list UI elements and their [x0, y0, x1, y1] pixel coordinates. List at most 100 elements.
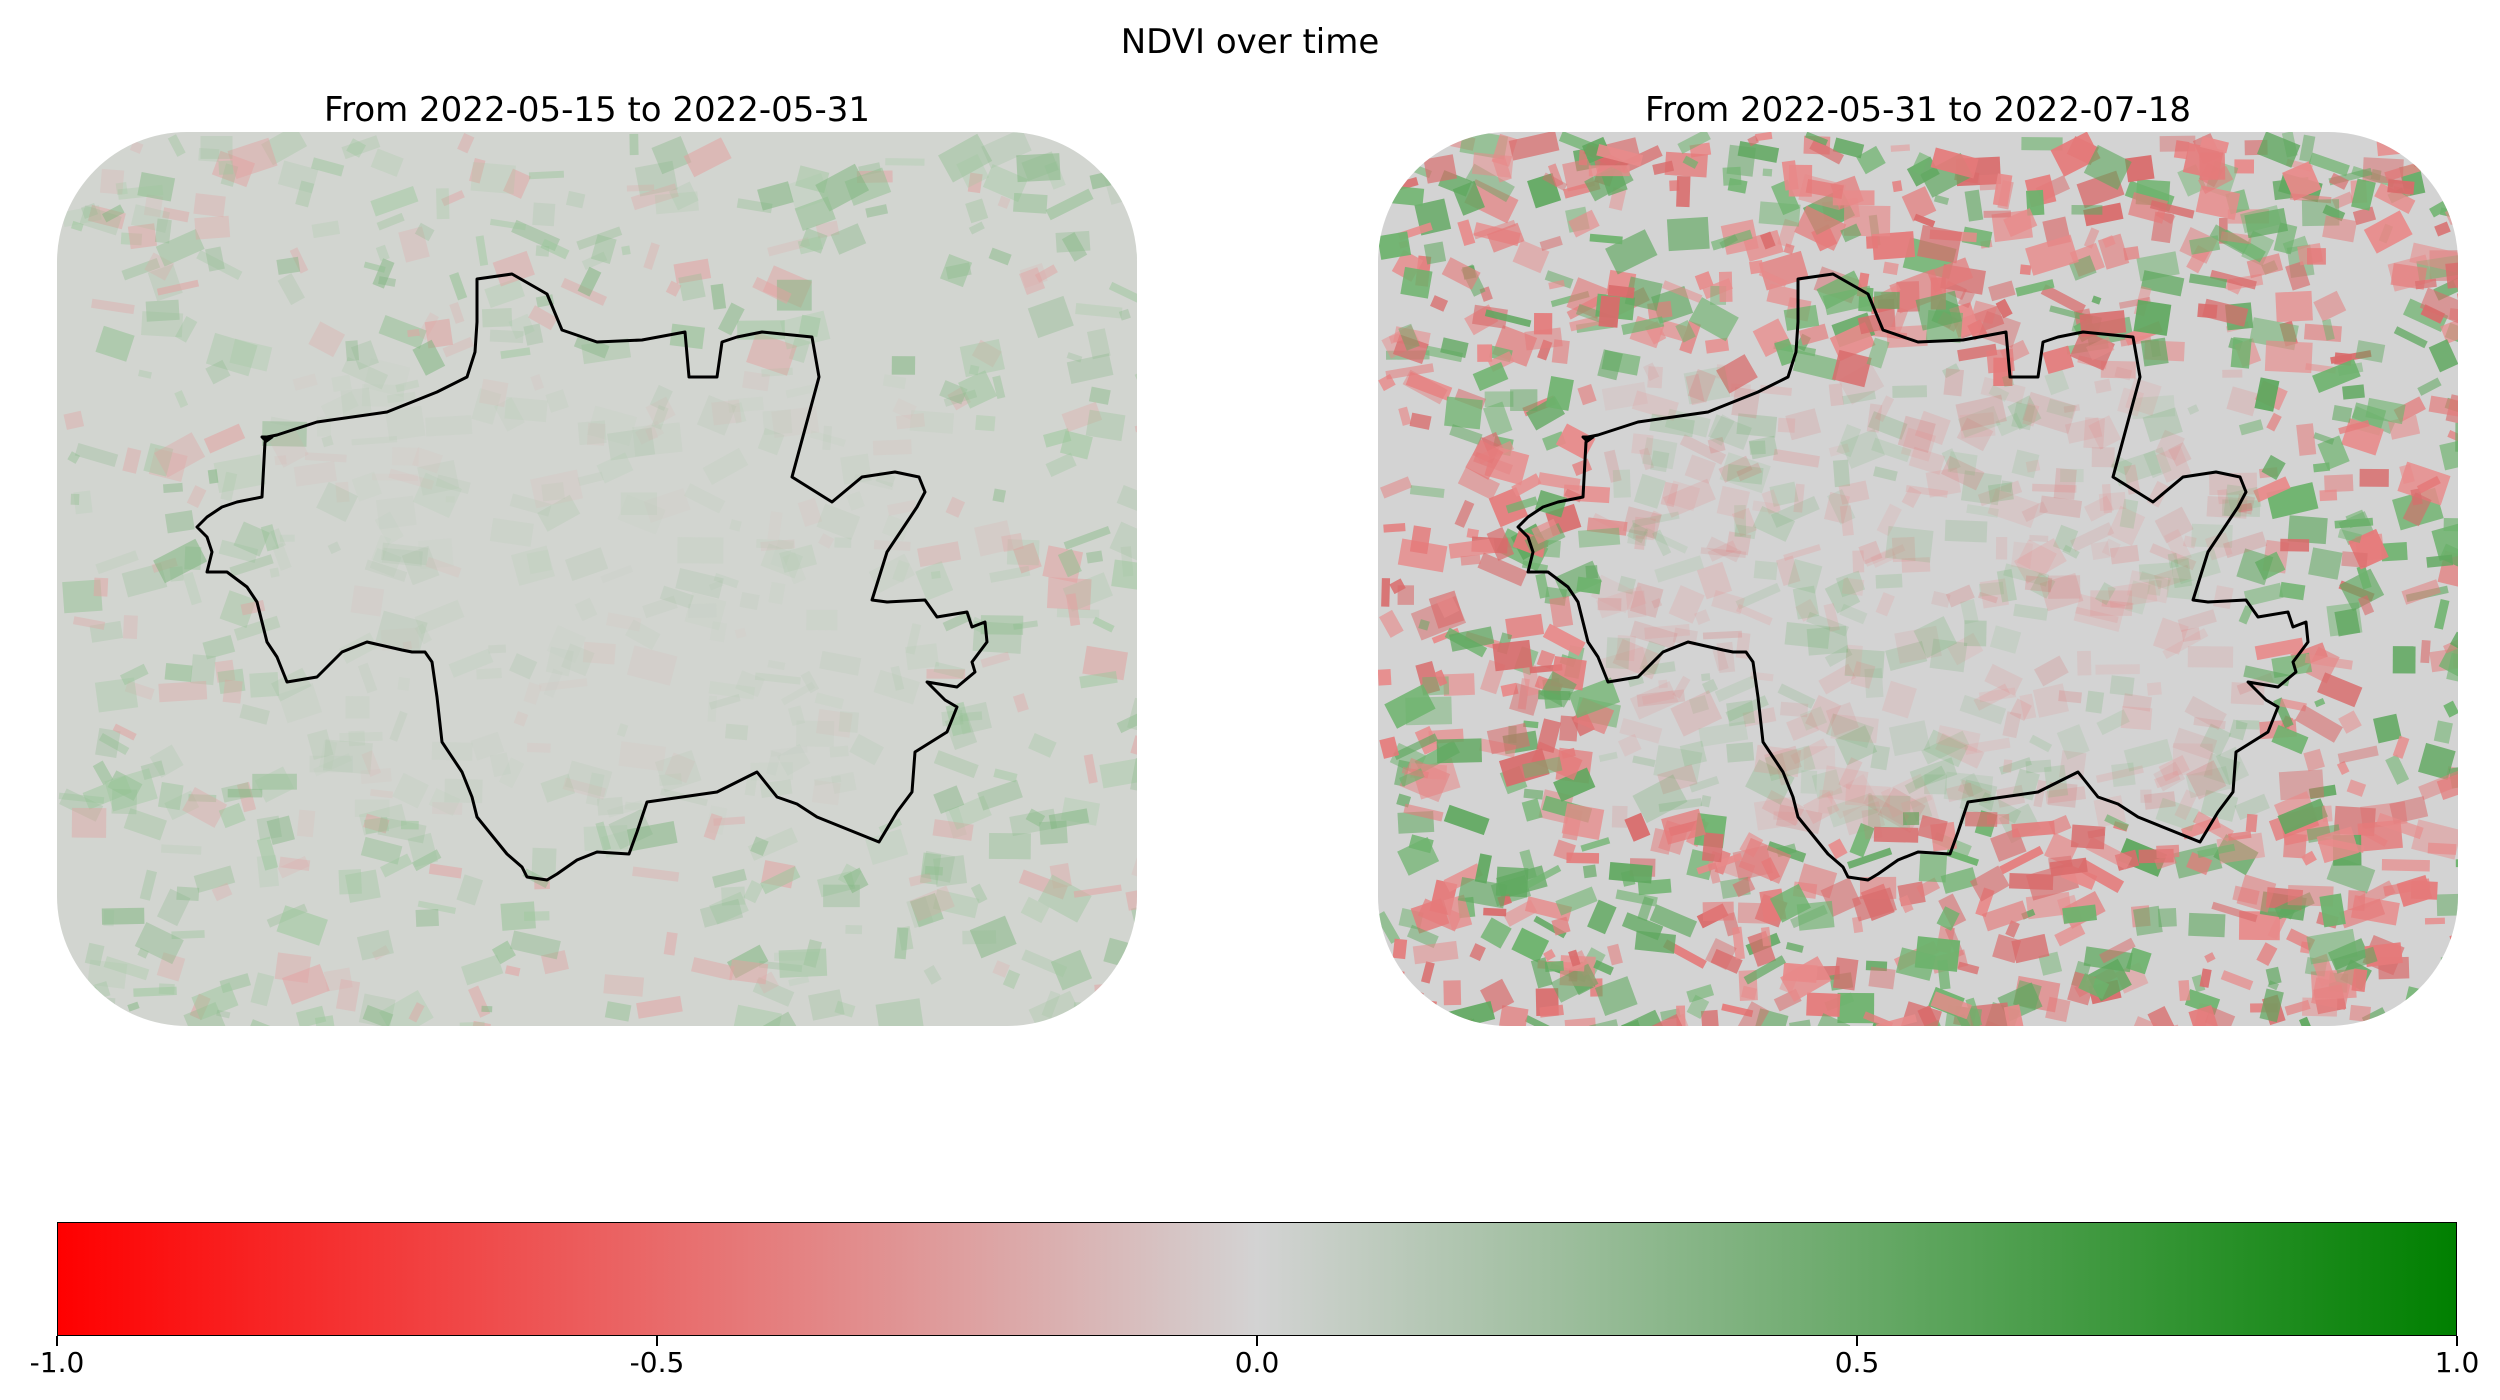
field-patch — [2206, 495, 2248, 519]
field-patch — [307, 729, 334, 760]
field-patch — [546, 625, 587, 664]
field-patch — [1397, 837, 1440, 876]
field-patch — [2235, 719, 2260, 730]
field-patch — [2125, 377, 2162, 416]
field-patch — [1888, 720, 1931, 757]
field-patch — [2279, 698, 2307, 712]
field-patch — [1549, 596, 1574, 628]
field-patch — [1618, 733, 1642, 757]
field-patch — [1012, 620, 1039, 630]
field-patch — [354, 799, 390, 817]
field-patch — [885, 158, 925, 166]
field-patch — [1543, 539, 1561, 558]
field-patch — [834, 537, 852, 548]
field-patch — [795, 720, 835, 747]
field-patch — [1761, 789, 1806, 827]
field-patch — [279, 856, 311, 872]
field-patch — [1958, 405, 2001, 438]
field-patch — [2283, 833, 2307, 859]
field-patch — [2236, 548, 2274, 586]
field-patch — [1980, 376, 2026, 405]
field-patch — [289, 247, 309, 274]
field-patch — [1840, 223, 1862, 243]
field-patch — [2155, 445, 2192, 483]
field-patch — [673, 258, 712, 284]
field-patch — [1651, 598, 1663, 609]
field-patch — [2420, 1011, 2442, 1026]
field-patch — [1826, 792, 1878, 828]
field-patch — [1945, 849, 1980, 867]
field-patch — [1979, 578, 2009, 609]
field-patch — [2019, 264, 2032, 275]
field-patch — [122, 615, 138, 639]
field-patch — [959, 339, 1005, 378]
field-patch — [2101, 599, 2134, 610]
field-patch — [1970, 300, 1998, 325]
field-patch — [2062, 544, 2080, 559]
field-patch — [1890, 144, 1910, 152]
field-patch — [1773, 811, 1795, 821]
field-patch — [659, 585, 694, 609]
field-patch — [1840, 428, 1886, 469]
field-patch — [364, 816, 390, 835]
field-patch — [492, 250, 535, 287]
field-patch — [2114, 366, 2133, 381]
field-patch — [915, 561, 954, 601]
field-patch — [479, 378, 509, 408]
field-patch — [942, 611, 973, 632]
field-patch — [1828, 838, 1848, 860]
field-patch — [1661, 808, 1706, 845]
field-patch — [1388, 332, 1403, 344]
field-patch — [1594, 976, 1638, 1017]
field-patch — [494, 397, 525, 432]
field-patch — [1987, 488, 2040, 528]
field-patch — [156, 888, 191, 927]
field-patch — [117, 184, 164, 200]
field-patch — [2030, 572, 2056, 599]
field-patch — [1861, 808, 1883, 840]
field-patch — [1521, 560, 1549, 573]
field-patch — [428, 788, 461, 816]
field-patch — [1650, 450, 1670, 473]
field-patch — [624, 801, 646, 812]
field-patches — [1378, 132, 2458, 1026]
field-patch — [1956, 417, 1994, 452]
field-patch — [2126, 570, 2172, 604]
field-patch — [1785, 942, 1804, 953]
field-patch — [2118, 296, 2151, 309]
field-patch — [269, 567, 280, 578]
field-patch — [2073, 593, 2126, 632]
field-patch — [2052, 524, 2079, 553]
field-patch — [1701, 673, 1711, 682]
field-patch — [1875, 573, 1903, 589]
field-patch — [2303, 323, 2342, 343]
field-patch — [1624, 812, 1651, 842]
field-patch — [1508, 132, 1560, 161]
field-patch — [1587, 899, 1617, 935]
colorbar-tick — [56, 1336, 58, 1346]
field-patch — [1477, 552, 1528, 587]
field-patch — [675, 568, 724, 599]
field-patch — [2334, 608, 2361, 637]
field-patch — [1858, 540, 1883, 565]
field-patch — [1568, 209, 1600, 238]
field-patch — [582, 641, 616, 665]
panel-title-right: From 2022-05-31 to 2022-07-18 — [1645, 90, 2191, 130]
field-patch — [2271, 724, 2309, 755]
field-patch — [1454, 499, 1475, 528]
field-patch — [564, 760, 613, 798]
field-patch — [1385, 363, 1434, 380]
field-patch — [2237, 502, 2253, 513]
field-patch — [2070, 824, 2106, 850]
field-patch — [2069, 329, 2115, 371]
field-patch — [207, 469, 219, 484]
field-patch — [2426, 554, 2454, 568]
field-patch — [945, 701, 972, 737]
field-patch — [2259, 988, 2284, 1023]
field-patch — [1777, 417, 1796, 433]
field-patch — [2352, 206, 2377, 226]
field-patch — [2322, 318, 2335, 341]
field-patch — [380, 853, 413, 878]
field-patch — [530, 469, 584, 509]
field-patch — [2086, 336, 2115, 361]
